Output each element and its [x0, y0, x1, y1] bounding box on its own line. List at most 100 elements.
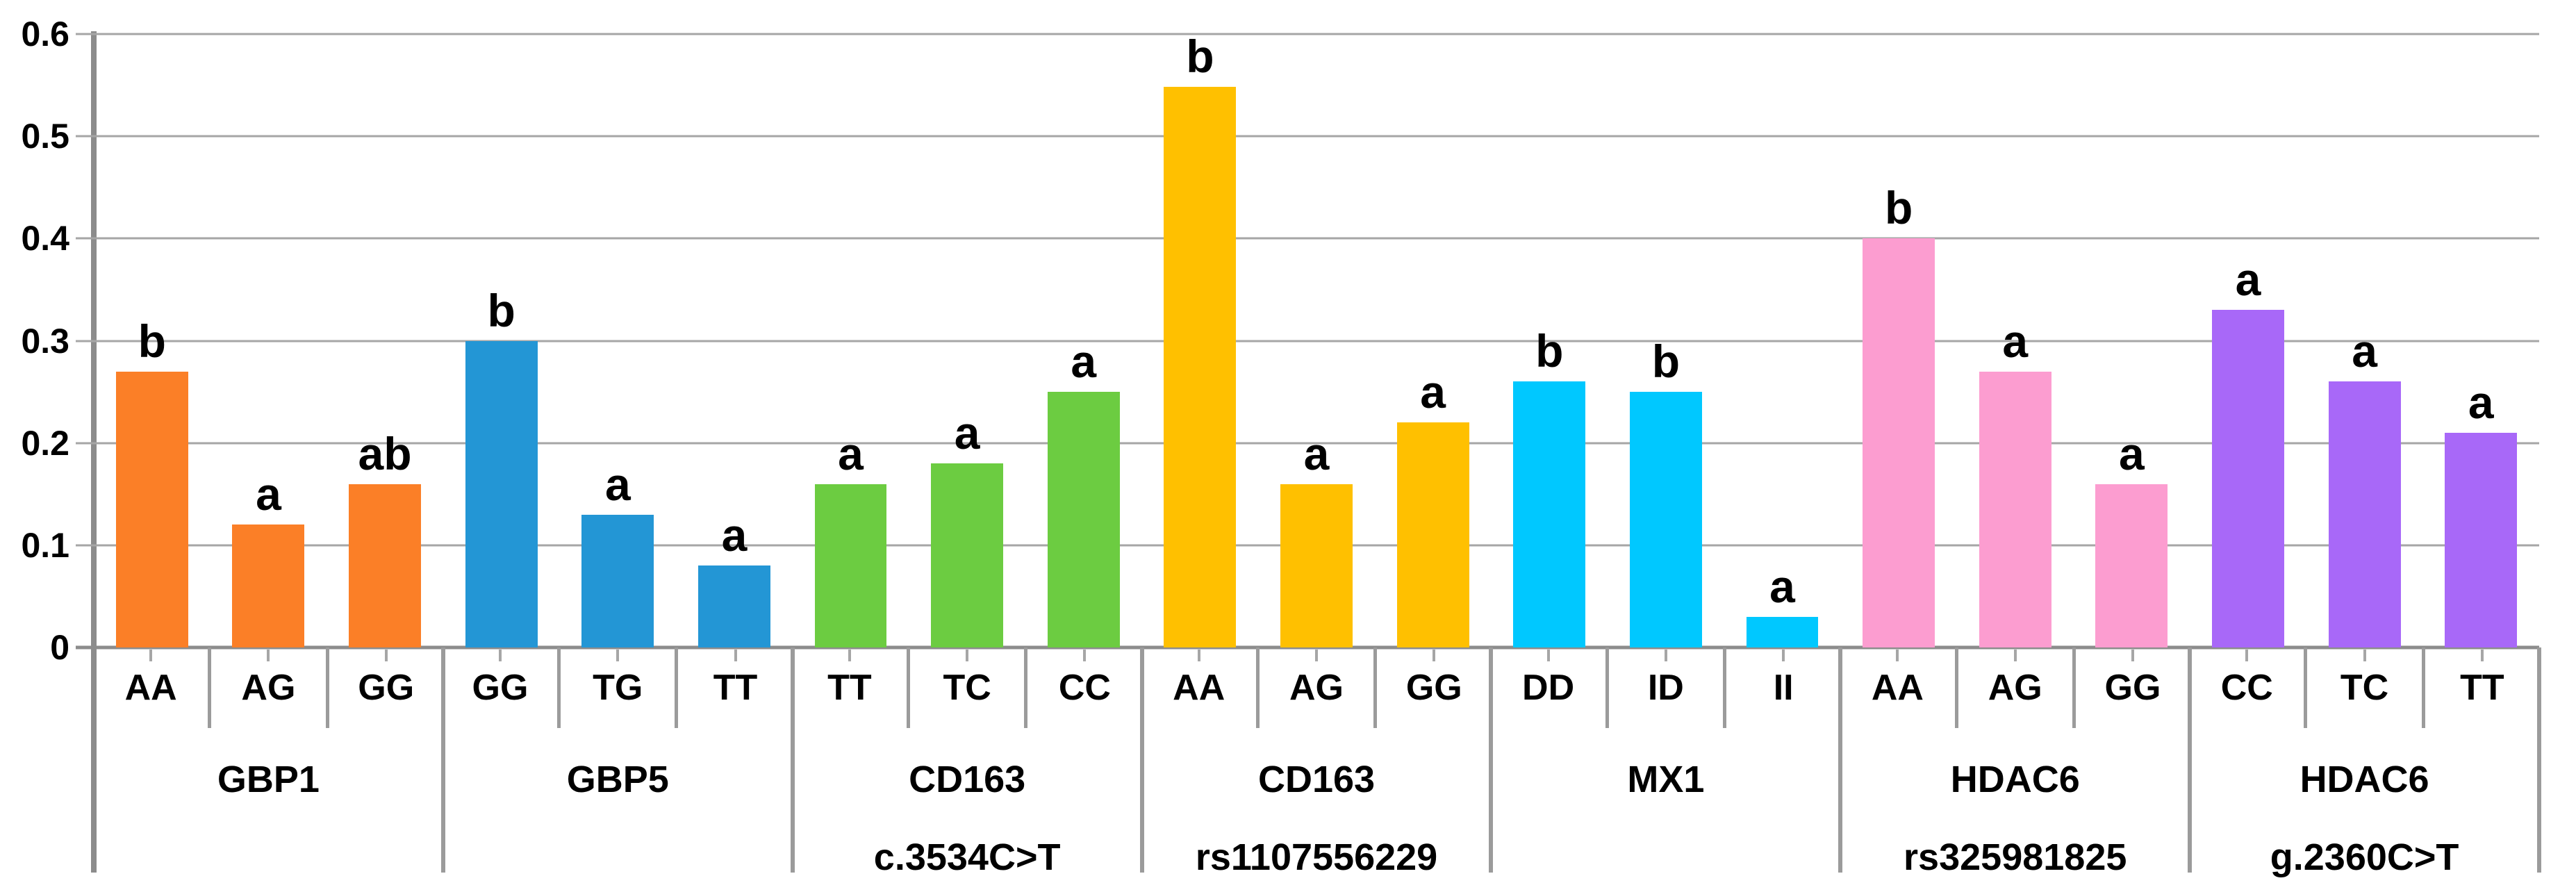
genotype-label-AG: AG [1255, 647, 1373, 728]
genotype-group-GBP5: GG TG TT [443, 647, 793, 728]
plot-area: b a ab b a a a a a b a a b b a b a a a a a [76, 33, 2539, 650]
gene-label-CD163-rs1107556229: CD163 rs1107556229 [1142, 728, 1492, 892]
bar-cell-AA: b [94, 34, 210, 647]
genotype-label-text: GG [358, 668, 415, 708]
significance-letter: a [604, 458, 631, 510]
gene-label-line: rs325981825 [1904, 836, 2127, 878]
bar-group-CD163-rs1107556229: b a a [1142, 33, 1492, 647]
bar-CD163-TT [814, 484, 887, 647]
genotype-label-AG: AG [1954, 647, 2072, 728]
bar-cell-CC: a [1025, 34, 1142, 647]
gene-label-line: GBP1 [217, 759, 320, 800]
significance-letter: a [1303, 427, 1330, 479]
gene-label-line: rs1107556229 [1195, 836, 1438, 878]
genotype-label-text: GG [2104, 668, 2161, 708]
bar-GBP1-GG [349, 484, 422, 647]
category-tick [734, 650, 737, 661]
genotype-label-row: AA AG GG GG TG TT TT TC CC AA AG GG DD ID II AA AG GG CC TC… [94, 647, 2539, 728]
genotype-label-TC: TC [2304, 647, 2421, 728]
bar-HDAC6-CC [2212, 310, 2284, 647]
bar-cell-GG: a [1375, 34, 1492, 647]
bar-HDAC6-AG [1979, 371, 2051, 647]
bar-cell-DD: b [1491, 34, 1608, 647]
gene-label-GBP1: GBP1 [94, 728, 443, 892]
genotype-group-HDAC6-rs325981825: AA AG GG [1840, 647, 2190, 728]
genotype-label-text: TT [2460, 668, 2504, 708]
y-tick-label: 0 [50, 628, 69, 667]
gridline-0.5 [76, 135, 2539, 138]
bar-cell-TG: a [559, 34, 676, 647]
gene-label-line: CD163 [1257, 759, 1376, 800]
bar-cell-II: a [1724, 34, 1841, 647]
genotype-label-text: DD [1522, 668, 1575, 708]
significance-letter: a [256, 468, 281, 520]
genotype-label-text: AG [1289, 668, 1344, 708]
bars-layer: b a ab b a a a a a b a a b b a b a a a a a [94, 33, 2539, 647]
genotype-label-text: TG [593, 668, 643, 708]
genotype-group-CD163-c.3534C>T: TT TC CC [793, 647, 1142, 728]
genotype-label-CC: CC [2190, 647, 2304, 728]
category-tick [1433, 650, 1436, 661]
genotype-group-HDAC6-g.2360C>T: CC TC TT [2190, 647, 2539, 728]
genotype-label-text: GG [1405, 668, 1462, 708]
bar-GBP5-GG [465, 340, 538, 647]
bar-cell-GG: ab [327, 34, 443, 647]
significance-letter: a [2468, 376, 2494, 428]
category-tick [384, 650, 388, 661]
bar-MX1-ID [1629, 392, 1702, 647]
genotype-label-text: ID [1647, 668, 1684, 708]
gene-label-row: GBP1 GBP5 CD163 c.3534C>T CD163 rs1107556229 M… [94, 728, 2539, 892]
genotype-label-text: TC [943, 668, 991, 708]
gene-label-line: HDAC6 [1950, 759, 2080, 800]
genotype-label-text: AA [1871, 668, 1924, 708]
gene-label-line: HDAC6 [2300, 759, 2429, 800]
significance-letter: a [2352, 325, 2377, 377]
significance-letter: b [138, 315, 166, 367]
gene-label-line: MX1 [1627, 759, 1705, 800]
genotype-label-AG: AG [208, 647, 325, 728]
gene-label-line: g.2360C>T [2270, 836, 2459, 878]
category-tick [2245, 650, 2249, 661]
significance-letter: b [1651, 336, 1681, 388]
bar-GBP5-TG [581, 514, 654, 647]
y-tick-label: 0.2 [21, 423, 69, 463]
genotype-label-text: TT [827, 668, 872, 708]
significance-letter: b [487, 284, 515, 336]
genotype-label-GG: GG [443, 647, 557, 728]
genotype-label-GG: GG [325, 647, 443, 728]
category-tick [1083, 650, 1087, 661]
genotype-label-text: TC [2340, 668, 2389, 708]
genotype-label-text: AA [124, 668, 177, 708]
y-tick-label: 0.4 [21, 219, 69, 258]
genotype-label-text: TT [713, 668, 758, 708]
genotype-label-TG: TG [557, 647, 675, 728]
bar-HDAC6-TC [2328, 381, 2401, 647]
genotype-label-GG: GG [1373, 647, 1491, 728]
bar-group-CD163-c.3534C>T: a a a [793, 34, 1142, 647]
bar-group-HDAC6-g.2360C>T: a a a [2190, 34, 2539, 647]
significance-letter: a [721, 509, 748, 561]
gene-label-MX1: MX1 [1491, 728, 1840, 892]
genotype-label-TT: TT [2421, 647, 2539, 728]
gene-label-line: c.3534C>T [873, 836, 1061, 878]
significance-letter: a [2119, 427, 2145, 479]
genotype-label-AA: AA [94, 647, 208, 728]
bar-cell-TC: a [909, 34, 1025, 647]
category-tick [1664, 650, 1667, 661]
bar-CD163-TC [931, 463, 1004, 647]
category-tick [2013, 650, 2017, 661]
bar-HDAC6-GG [2095, 484, 2168, 647]
significance-letter: a [1071, 336, 1097, 388]
bar-cell-AG: a [210, 34, 327, 647]
gridline-0 [76, 645, 2539, 650]
category-tick [966, 650, 969, 661]
category-tick [1782, 650, 1785, 661]
significance-letter: a [2002, 315, 2029, 367]
genotype-label-DD: DD [1491, 647, 1605, 728]
bar-CD163-CC [1047, 392, 1120, 647]
category-tick [1315, 650, 1318, 661]
bar-cell-TT: a [676, 34, 793, 647]
category-tick [267, 650, 270, 661]
bar-cell-ID: b [1608, 34, 1724, 647]
gridline-0.3 [76, 340, 2539, 342]
